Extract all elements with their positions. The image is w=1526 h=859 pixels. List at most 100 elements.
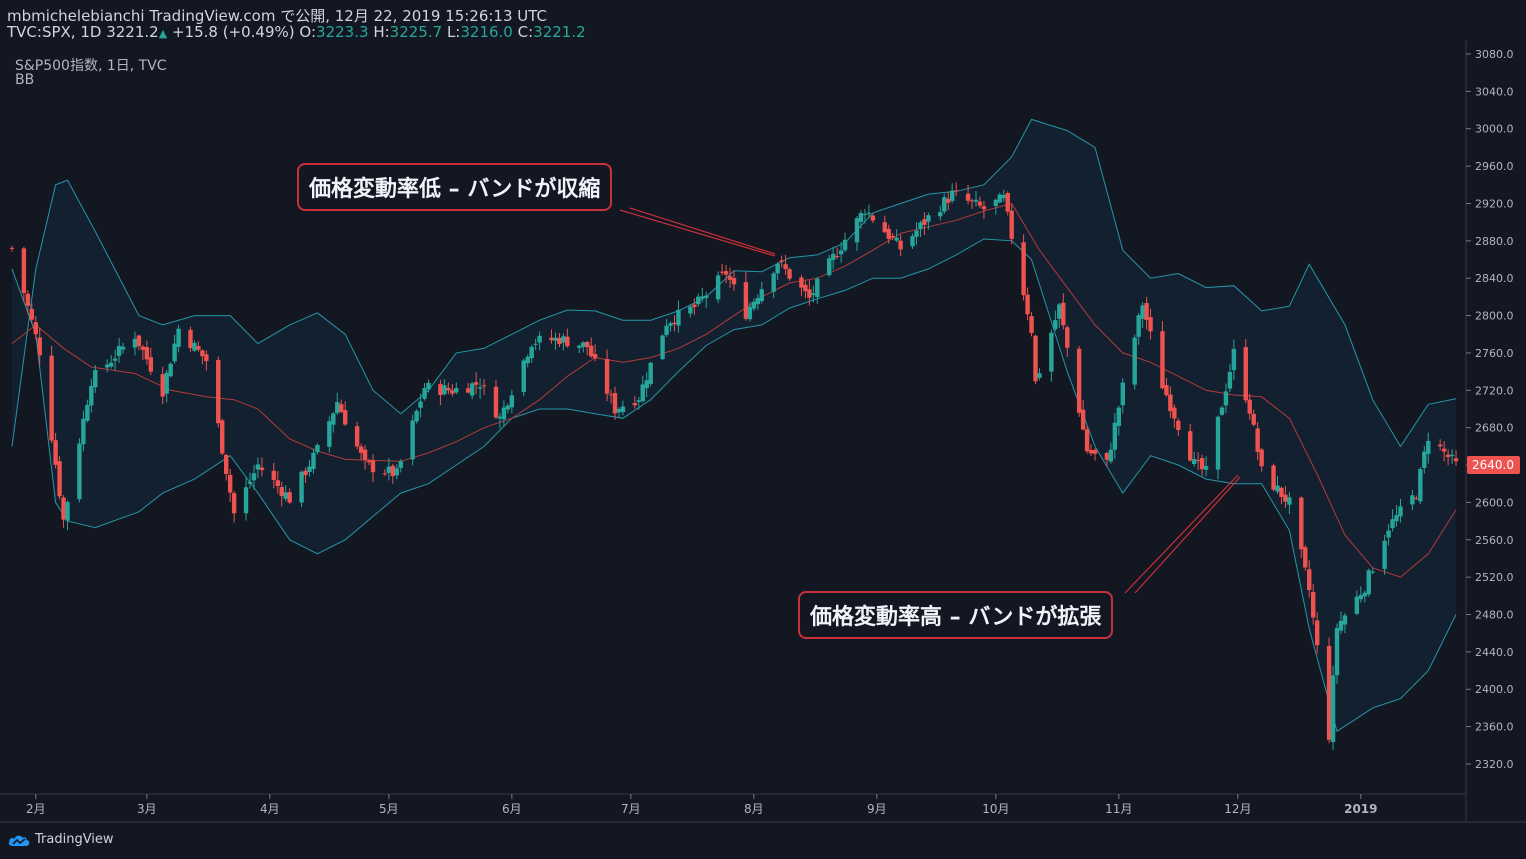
candle [120, 342, 126, 354]
candle-body [25, 293, 31, 306]
candle-body [648, 362, 653, 384]
candle [1084, 425, 1090, 454]
candle-body [65, 502, 70, 521]
candle-body [608, 394, 614, 396]
candle [1370, 567, 1375, 575]
candle-body [1382, 540, 1387, 569]
time-tick-label: 9月 [867, 802, 887, 816]
candle [1132, 334, 1137, 390]
candle-body [759, 289, 764, 302]
candle [1271, 463, 1276, 492]
candle-body [1311, 592, 1316, 618]
candle [834, 247, 840, 260]
candle [275, 471, 280, 494]
candle-body [160, 374, 165, 397]
candle [1386, 524, 1391, 546]
price-tick-label: 2600.0 [1475, 496, 1514, 509]
candle [1414, 495, 1419, 501]
candle-body [664, 325, 669, 335]
candle [1283, 486, 1288, 508]
candle [477, 378, 483, 399]
candle-body [1029, 316, 1034, 334]
high-label: H: [373, 23, 390, 41]
close-value: 3221.2 [533, 23, 586, 41]
price-tick-label: 2560.0 [1475, 534, 1514, 547]
tradingview-logo[interactable]: TradingView [7, 832, 114, 847]
candle-body [1338, 620, 1344, 631]
candle-body [1437, 444, 1443, 447]
series-legend[interactable]: S&P500指数, 1日, TVC [15, 58, 167, 74]
time-tick-label: 8月 [744, 802, 764, 816]
candle [1076, 346, 1082, 417]
candle-body [890, 236, 895, 238]
candle [1112, 412, 1118, 459]
candle [53, 432, 58, 469]
candle-body [799, 277, 804, 288]
candle [1160, 321, 1165, 390]
candle-body [382, 473, 388, 475]
candle-body [1414, 498, 1419, 500]
candle-body [747, 306, 753, 320]
annotation-low-volatility[interactable]: 価格変動率低 – バンドが収縮 [297, 163, 613, 211]
candle-body [501, 407, 507, 420]
candle [271, 462, 277, 489]
candle-body [89, 385, 94, 406]
candle [366, 458, 372, 466]
candle [1168, 386, 1173, 418]
candle-body [577, 345, 582, 348]
candle-body [965, 193, 971, 201]
candle-body [1358, 595, 1364, 600]
candle-body [973, 199, 979, 202]
candle [164, 369, 169, 403]
candle-body [61, 497, 66, 520]
candle-body [949, 190, 955, 201]
indicator-legend[interactable]: BB [15, 72, 35, 88]
candle-body [882, 222, 887, 233]
candle [787, 267, 792, 281]
candle [1259, 447, 1264, 472]
candle-body [1215, 416, 1221, 470]
candle [688, 304, 693, 318]
candle [1033, 334, 1038, 385]
candle-body [1227, 371, 1233, 389]
candle [953, 182, 959, 197]
candle-body [1076, 348, 1082, 413]
candle [1037, 368, 1042, 381]
candle [1057, 302, 1062, 328]
candle [144, 340, 150, 365]
candle [1390, 509, 1395, 532]
candle-body [1112, 422, 1118, 450]
candle [1219, 405, 1225, 416]
candle-body [969, 200, 975, 202]
candle [176, 325, 181, 353]
candle-body [247, 481, 253, 484]
candle [648, 361, 653, 387]
candle-body [1445, 454, 1451, 457]
candle-body [696, 296, 701, 305]
candle-body [700, 296, 705, 299]
candle-body [953, 190, 959, 192]
candle-body [327, 421, 332, 447]
candle-body [1001, 194, 1006, 199]
candle-body [390, 465, 396, 477]
price-tick-label: 2400.0 [1475, 683, 1514, 696]
candle [1354, 590, 1360, 616]
candle [216, 356, 221, 428]
candle [890, 233, 895, 240]
candle [727, 267, 733, 288]
time-tick-label: 6月 [502, 802, 522, 816]
candle-body [120, 346, 126, 350]
time-axis[interactable]: 2月 3月 4月 5月 6月 7月 8月 9月 10月 11月 12月 2019 [26, 794, 1378, 816]
candle [112, 349, 118, 371]
candle-body [1033, 335, 1038, 382]
candle-body [1422, 451, 1427, 468]
candle-body [220, 420, 225, 454]
candle-body [838, 250, 844, 255]
annotation-high-volatility[interactable]: 価格変動率高 – バンドが拡張 [798, 591, 1114, 639]
candle-body [136, 335, 142, 347]
candle-body [259, 467, 265, 471]
candle [1009, 204, 1014, 245]
candle-body [743, 282, 749, 319]
low-value: 3216.0 [460, 23, 513, 41]
